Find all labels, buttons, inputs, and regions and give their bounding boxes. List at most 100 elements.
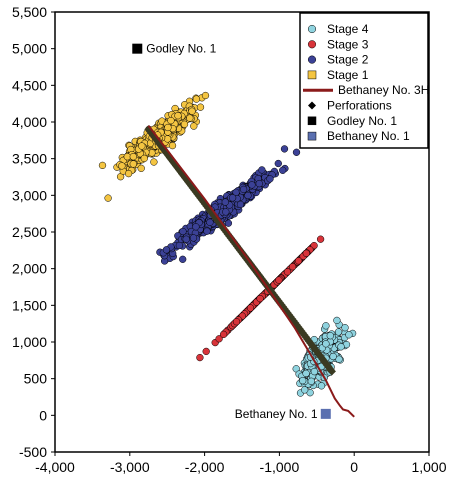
data-point [232,318,241,326]
x-tick-label: -3,000 [110,459,150,475]
well-path-line [147,125,355,418]
data-point [299,376,307,385]
data-point [302,369,310,378]
data-point [326,332,334,340]
legend-label: Stage 4 [327,22,369,36]
data-point [221,198,229,206]
wells-layer: Godley No. 1 Bethaney No. 1 [132,42,331,421]
legend-marker-perforations [308,101,316,110]
data-point [322,340,330,348]
y-tick-label: -500 [19,444,47,460]
data-point [164,123,172,132]
well-marker-bethaney-no-1 [320,408,331,419]
data-point [329,352,337,361]
data-point [162,246,171,254]
y-tick-label: 4,500 [12,77,47,93]
legend-label: Stage 3 [327,37,369,51]
data-point [222,208,230,216]
data-point [279,166,287,174]
data-point [186,114,194,122]
legend-marker-stage-4 [307,24,317,34]
data-point [180,120,189,128]
data-point [266,175,274,183]
data-point [168,141,177,150]
data-point [201,91,210,100]
data-point [179,255,187,263]
data-point [274,159,282,168]
data-point [248,181,256,189]
y-tick-label: 5,500 [12,4,47,20]
data-point [337,343,345,351]
data-point [341,324,349,332]
axes-layer: -4,000 -3,000 -2,000 -1,000 0 1,000 -500 0 500 1,… [12,4,447,475]
data-point [189,234,198,242]
data-point [203,227,211,235]
data-point [118,162,126,170]
x-tick-label: 1,000 [411,459,446,475]
data-point [140,154,148,163]
data-point [334,328,343,336]
legend-marker-godley-no-1 [307,116,317,126]
data-point [283,268,292,276]
data-point [256,294,264,303]
legend-label: Bethaney No. 3H [338,83,429,97]
data-point [196,103,205,111]
legend-label: Perforations [327,99,392,113]
data-point [239,185,248,194]
data-point [206,218,214,226]
data-point [174,112,182,120]
data-point [316,235,325,243]
y-tick-label: 3,000 [12,187,47,203]
data-point [345,331,353,339]
legend-label: Bethaney No. 1 [327,129,410,143]
y-tick-label: 0 [39,407,47,423]
data-point [138,142,146,150]
well-marker-godley-no-1 [132,43,143,54]
data-point [302,249,310,257]
data-point [148,149,156,157]
data-point [150,158,158,166]
data-point [179,227,187,236]
legend-marker-stage-1 [307,70,317,80]
data-point [333,316,341,325]
data-point [317,382,326,390]
y-tick-label: 1,000 [12,334,47,350]
data-point [137,164,145,172]
y-tick-label: 2,000 [12,261,47,277]
data-point [188,107,196,115]
data-point [182,235,190,243]
data-point [202,347,210,356]
data-point [322,322,330,330]
series-stage-3 [196,235,325,362]
data-point [215,335,223,343]
y-tick-label: 5,000 [12,41,47,57]
data-point [219,330,228,339]
data-point [244,191,252,200]
legend-label: Stage 1 [327,68,369,82]
data-point [98,161,107,170]
data-point [104,194,112,202]
data-point [292,148,301,156]
data-point [288,263,297,271]
data-point [310,367,319,376]
data-point [167,116,175,125]
data-point [236,200,245,209]
y-tick-label: 3,500 [12,151,47,167]
data-point [255,179,263,188]
data-point [280,145,289,153]
data-point [258,166,266,174]
data-point [228,194,237,202]
data-point [124,169,133,178]
y-tick-label: 4,000 [12,114,47,130]
well-label: Godley No. 1 [146,42,216,56]
legend-marker-stage-2 [307,55,317,64]
data-point [301,386,309,394]
x-tick-label: 0 [350,459,358,475]
data-point [190,122,198,130]
legend-box [299,12,429,149]
y-tick-label: 500 [24,371,48,387]
x-tick-label: -4,000 [35,459,75,475]
x-tick-label: -2,000 [185,459,225,475]
